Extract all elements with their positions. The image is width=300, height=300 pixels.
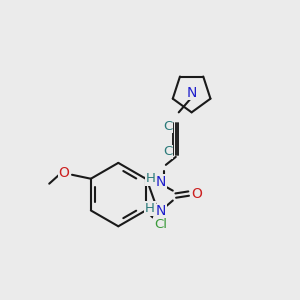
- Text: N: N: [156, 204, 166, 218]
- Text: Cl: Cl: [154, 218, 167, 231]
- Text: O: O: [59, 166, 70, 180]
- Text: H: H: [145, 202, 155, 215]
- Text: C: C: [163, 146, 172, 158]
- Text: C: C: [163, 120, 172, 133]
- Text: H: H: [146, 172, 156, 185]
- Text: N: N: [186, 85, 197, 100]
- Text: N: N: [156, 175, 166, 189]
- Text: O: O: [191, 187, 202, 201]
